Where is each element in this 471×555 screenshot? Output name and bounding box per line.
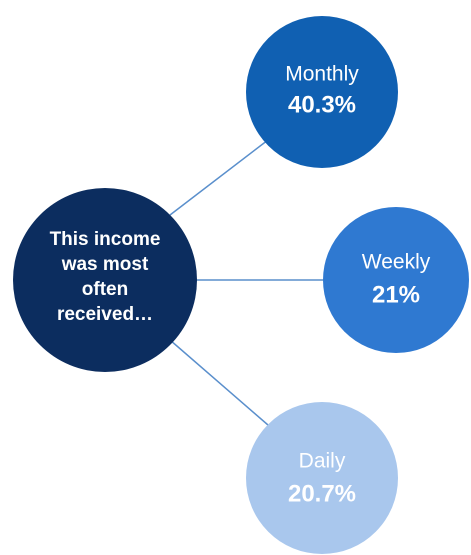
node-label: Monthly xyxy=(285,63,359,86)
center-text: This income xyxy=(50,229,161,250)
node-circle xyxy=(246,402,398,554)
node-label: Weekly xyxy=(362,251,431,274)
node-value: 40.3% xyxy=(288,91,356,118)
center-text: received… xyxy=(57,304,153,325)
center-circle xyxy=(13,188,197,372)
node-circle xyxy=(246,16,398,168)
center-text: was most xyxy=(61,254,149,275)
connector xyxy=(169,339,269,426)
node-value: 20.7% xyxy=(288,480,356,507)
node-circle xyxy=(323,207,469,353)
connector xyxy=(169,139,269,216)
node-label: Daily xyxy=(299,450,346,473)
center-text: often xyxy=(82,279,128,300)
node-value: 21% xyxy=(372,281,420,308)
